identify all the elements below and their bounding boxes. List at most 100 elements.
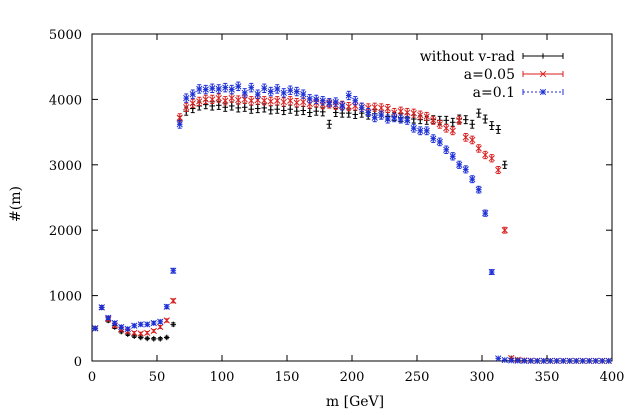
y-tick-label: 1000	[49, 290, 82, 305]
data-point	[189, 91, 196, 98]
data-point	[436, 138, 443, 146]
data-point	[391, 109, 398, 116]
data-point	[176, 114, 183, 121]
data-point	[527, 357, 534, 365]
plot-border	[91, 33, 613, 362]
data-point	[469, 136, 476, 144]
data-point	[280, 98, 287, 106]
data-point	[488, 155, 495, 162]
y-tick-label: 5000	[49, 28, 82, 43]
y-tick-label: 2000	[49, 224, 82, 239]
data-point	[144, 329, 151, 337]
data-point	[287, 87, 294, 94]
data-point	[501, 227, 508, 234]
data-point	[137, 334, 144, 341]
data-point	[423, 113, 430, 120]
data-point	[261, 105, 268, 111]
data-point	[215, 85, 222, 93]
data-point	[209, 103, 216, 109]
data-point	[592, 357, 599, 365]
data-point	[157, 318, 164, 325]
data-point	[157, 323, 164, 331]
data-point	[163, 334, 170, 341]
data-point	[176, 121, 183, 128]
legend-label: a=0.05	[464, 67, 515, 83]
data-point	[456, 161, 463, 168]
data-point	[579, 357, 586, 365]
data-point	[274, 106, 281, 113]
data-point	[209, 85, 216, 92]
data-point	[170, 297, 177, 304]
data-point	[150, 327, 157, 335]
data-point	[105, 314, 112, 321]
data-point	[443, 146, 450, 153]
x-tick-label: 250	[405, 370, 430, 385]
data-point	[469, 176, 476, 183]
data-point	[202, 86, 209, 93]
data-point	[131, 329, 138, 337]
data-point	[534, 357, 541, 365]
data-point	[254, 105, 261, 112]
data-point	[228, 103, 235, 109]
series-without-v-rad	[92, 100, 612, 364]
data-point	[319, 97, 326, 104]
data-point	[280, 89, 287, 97]
data-point	[183, 104, 190, 111]
data-point	[475, 186, 482, 193]
x-tick-label: 200	[340, 370, 365, 385]
data-point	[157, 335, 164, 342]
legend: without v-rad a=0.05 a=0.1	[420, 49, 564, 101]
data-point	[293, 88, 300, 95]
data-point	[326, 99, 333, 106]
x-tick-label: 100	[210, 370, 235, 385]
data-point	[378, 104, 385, 112]
data-point	[196, 98, 203, 105]
x-tick-label: 300	[470, 370, 495, 385]
data-point	[228, 86, 235, 93]
data-point	[365, 109, 372, 116]
data-point	[287, 97, 294, 104]
data-point	[566, 357, 573, 365]
data-point	[235, 83, 242, 90]
data-point	[384, 115, 391, 123]
data-point	[241, 104, 248, 111]
data-point	[287, 106, 294, 113]
data-point	[222, 84, 229, 91]
data-point	[391, 114, 398, 121]
data-point	[293, 108, 300, 114]
data-point	[124, 325, 131, 333]
y-tick-label: 0	[74, 355, 82, 370]
data-point	[300, 107, 307, 114]
legend-marker	[540, 53, 546, 59]
series-layer	[92, 81, 612, 365]
data-point	[410, 125, 417, 132]
data-point	[339, 110, 346, 116]
data-point	[170, 267, 177, 274]
x-tick-label: 50	[149, 370, 166, 385]
data-point	[495, 355, 502, 362]
data-point	[521, 357, 528, 364]
data-point	[306, 109, 313, 116]
data-point	[241, 89, 248, 97]
data-point	[352, 97, 359, 104]
data-point	[345, 92, 352, 99]
data-point	[274, 85, 281, 93]
data-point	[449, 119, 456, 126]
legend-label: without v-rad	[420, 49, 515, 65]
data-point	[449, 127, 456, 134]
data-point	[488, 122, 495, 129]
data-point	[417, 111, 424, 119]
data-point	[215, 102, 222, 109]
legend-marker	[539, 70, 547, 78]
data-point	[371, 114, 378, 121]
data-point	[475, 110, 482, 116]
data-point	[215, 94, 222, 102]
data-point	[280, 107, 287, 114]
data-point	[235, 96, 242, 104]
data-point	[202, 96, 209, 103]
data-point	[495, 166, 502, 174]
data-point	[111, 319, 118, 327]
data-point	[514, 357, 521, 364]
data-point	[417, 127, 424, 134]
